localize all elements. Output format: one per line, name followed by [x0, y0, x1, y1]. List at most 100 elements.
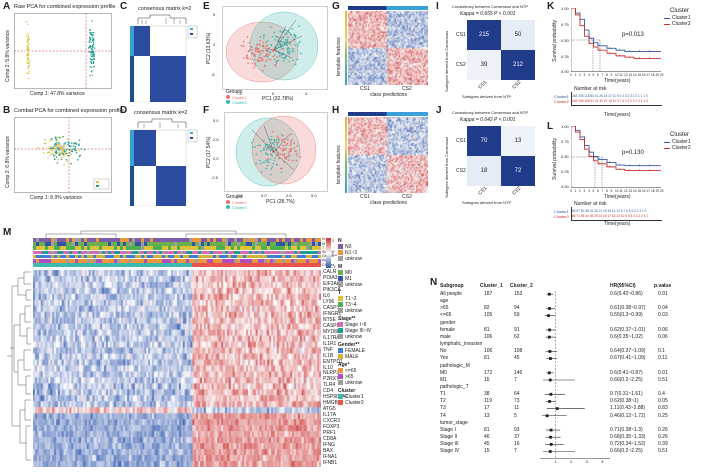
forest-hr: 0.61(0.38~0.97) [610, 305, 646, 312]
scatter-point [257, 48, 259, 51]
forest-subgroup: <=65 [440, 312, 452, 319]
scatter-point [94, 47, 96, 49]
panel-i-cell-12: 50 [501, 20, 535, 50]
legend-item: N0 [345, 244, 352, 250]
scatter-point [288, 51, 291, 54]
scatter-point [250, 141, 253, 144]
legend-swatch [338, 296, 343, 301]
panel-j-xlabel: Subtypes derived from NTP [462, 200, 512, 205]
scatter-point [88, 51, 90, 53]
gene-label: P2RX7 [323, 376, 339, 383]
forest-cluster2-n: 59 [514, 312, 520, 319]
scatter-point [53, 154, 55, 157]
legend-swatch [338, 328, 343, 333]
scatter-point [54, 151, 57, 154]
panel-f-xlabel: PC1 (28.7%) [266, 199, 295, 205]
scatter-point [73, 142, 75, 145]
scatter-point [271, 154, 273, 157]
panel-k-risk-row-2: 249 198 108 67 41 30 20 16 11 9 7 4 3 3 … [572, 99, 648, 103]
panel-f-xtick-0: -2.5 [236, 193, 243, 198]
scatter-point [284, 40, 286, 43]
scatter-point [58, 142, 60, 145]
legend-swatch [338, 368, 343, 373]
scatter-point [276, 163, 279, 166]
panel-h-class-bar [348, 112, 428, 116]
scatter-point [93, 44, 95, 46]
scatter-point [91, 36, 94, 39]
scatter-point [290, 34, 292, 36]
panel-j-title: Consistency between Consensus and NTP [452, 110, 529, 115]
scatter-point [25, 35, 28, 37]
panel-k-ytick-4: 0.00 [561, 69, 569, 74]
scatter-point [74, 148, 76, 151]
legend-swatch [338, 348, 343, 353]
scatter-point [288, 53, 290, 56]
forest-cluster1-n: 45 [484, 441, 490, 448]
scatter-point [279, 167, 282, 170]
scatter-point [259, 36, 262, 38]
panel-l-legend-line-2 [664, 148, 670, 149]
scatter-point [269, 26, 272, 28]
scatter-point [273, 31, 276, 34]
scatter-point [259, 144, 261, 147]
scatter-point [27, 48, 30, 50]
scatter-point [70, 162, 72, 165]
scatter-point [43, 142, 46, 145]
scatter-point [287, 153, 290, 155]
x-tick: 0 [570, 189, 572, 193]
scatter-point [286, 44, 289, 47]
scatter-point [247, 57, 249, 60]
scatter-point [272, 130, 274, 133]
legend-item: unknow [345, 308, 363, 314]
forest-point [549, 435, 552, 439]
scatter-point [52, 147, 55, 150]
forest-cluster2-n: 45 [514, 355, 520, 362]
scatter-point [277, 59, 280, 62]
legend-item: T1~2 [345, 296, 357, 302]
scatter-point [258, 51, 261, 54]
x-tick: 17 [646, 73, 651, 77]
scatter-point [281, 54, 284, 56]
panel-m-heatmap [33, 270, 321, 467]
scatter-point [265, 41, 267, 44]
panel-l-xticks: 0 1 2 3 4 5 6 7 8 9 10 11 12 13 14 15 16 17 18 19 20 [570, 189, 664, 194]
scatter-point [277, 141, 280, 144]
legend-item: Cluster2 [345, 400, 364, 406]
panel-i-row-cs2: CS2 [456, 62, 466, 68]
scatter-point [277, 137, 280, 139]
legend-item: Cluster1 [345, 394, 364, 400]
forest-point [547, 335, 551, 339]
panel-e-xtick-0: -4 [238, 91, 242, 96]
x-tick: 11 [619, 73, 623, 77]
scatter-point [90, 55, 92, 57]
loading-line [62, 143, 69, 148]
scatter-point [269, 138, 272, 141]
scatter-point [266, 157, 269, 160]
scatter-point [256, 59, 259, 62]
scatter-point [242, 45, 245, 48]
scatter-point [293, 147, 296, 149]
gene-label: CASP8 [323, 322, 340, 329]
panel-l-legend-title: Cluster [670, 132, 690, 138]
x-tick: 10 [615, 189, 619, 193]
scatter-point [91, 74, 94, 76]
panel-f-ytick-3: -2.5 [211, 175, 218, 180]
panel-k-legend-line-1 [664, 18, 670, 19]
gene-label: PDIA3 [323, 274, 338, 281]
scatter-point [27, 52, 29, 54]
scatter-point [89, 38, 92, 40]
scatter-point [27, 60, 29, 62]
scatter-point [256, 43, 258, 46]
forest-axis-tick: 3 [585, 459, 588, 464]
scatter-point [270, 173, 272, 176]
x-tick: 12 [624, 189, 628, 193]
x-tick: 11 [619, 189, 623, 193]
legend-swatch [338, 380, 343, 385]
scatter-point [286, 40, 288, 43]
x-tick: 17 [646, 189, 651, 193]
panel-n-rows: All people 187 153 0.6(0.42~0.86) 0.01 age >65… [440, 291, 680, 456]
scatter-point [42, 152, 45, 154]
scatter-point [90, 62, 93, 65]
x-tick: 12 [624, 73, 628, 77]
scatter-point [44, 139, 47, 141]
